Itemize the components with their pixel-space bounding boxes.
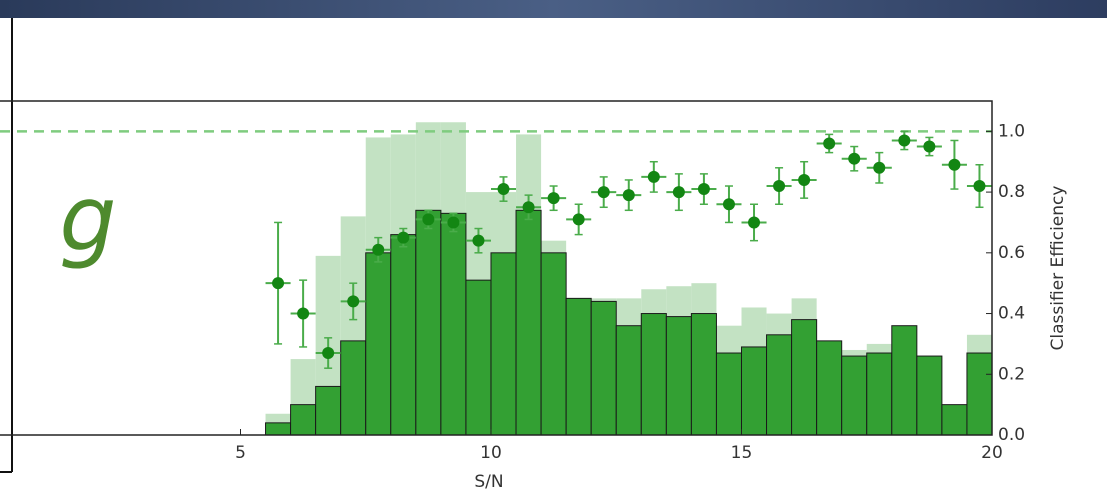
y-tick-label: 0.0 [998, 425, 1025, 445]
histogram-bar [541, 253, 566, 435]
y-tick-label: 0.4 [998, 304, 1025, 324]
x-tick-label: 10 [480, 443, 502, 463]
histogram-bar [741, 347, 766, 435]
histogram-bar [441, 213, 466, 435]
histogram-bar [341, 341, 366, 435]
point [673, 186, 685, 198]
point [272, 277, 284, 289]
histogram-bar [366, 253, 391, 435]
histogram-bar [491, 253, 516, 435]
y-tick-label: 0.8 [998, 182, 1025, 202]
histogram-bar [316, 386, 341, 435]
image-strip [0, 0, 1107, 18]
y-tick-label: 0.2 [998, 364, 1025, 384]
point [723, 198, 735, 210]
histogram-bar [767, 335, 792, 435]
point [347, 295, 359, 307]
histogram-bar [616, 326, 641, 435]
histogram-bar [842, 356, 867, 435]
point [472, 235, 484, 247]
point [873, 162, 885, 174]
point [798, 174, 810, 186]
point [748, 216, 760, 228]
point [548, 192, 560, 204]
histogram-bar [867, 353, 892, 435]
chart: 0.0 0.2 0.4 0.6 0.8 1.0 5 10 15 20 g S/N Classifi… [0, 0, 1107, 493]
point [498, 183, 510, 195]
y-tick-label: 1.0 [998, 121, 1025, 141]
point [297, 308, 309, 320]
point [948, 159, 960, 171]
point [848, 153, 860, 165]
histogram-bar [691, 314, 716, 435]
point [623, 189, 635, 201]
x-tick-label: 15 [731, 443, 753, 463]
point [698, 183, 710, 195]
x-tick-label: 5 [235, 443, 246, 463]
point [823, 138, 835, 150]
histogram-bar [967, 353, 992, 435]
histogram-bar [942, 405, 967, 435]
histogram-bar [291, 405, 316, 435]
y-tick-label: 0.6 [998, 243, 1025, 263]
x-tick-label: 20 [981, 443, 1003, 463]
histogram-bar [641, 314, 666, 435]
x-axis-label: S/N [474, 472, 503, 492]
panel-label: g [59, 167, 116, 272]
point [923, 141, 935, 153]
point [422, 213, 434, 225]
point [322, 347, 334, 359]
point [973, 180, 985, 192]
histogram-bar [716, 353, 741, 435]
point [523, 201, 535, 213]
histogram-bar [917, 356, 942, 435]
histogram-bar [416, 210, 441, 435]
page: 0.0 0.2 0.4 0.6 0.8 1.0 5 10 15 20 g S/N Classifi… [0, 0, 1107, 493]
point [648, 171, 660, 183]
histogram-bar [266, 423, 291, 435]
histogram-bar [817, 341, 842, 435]
point [397, 232, 409, 244]
histogram-bar [466, 280, 491, 435]
point [372, 244, 384, 256]
y-axis-label: Classifier Efficiency [1048, 186, 1068, 351]
histogram-bar [666, 317, 691, 435]
point [898, 134, 910, 146]
histogram-bar [391, 235, 416, 435]
histogram-bar [892, 326, 917, 435]
point [598, 186, 610, 198]
point [773, 180, 785, 192]
histogram-bar [566, 298, 591, 435]
point [447, 216, 459, 228]
histogram-bar [516, 210, 541, 435]
histogram-bar [792, 320, 817, 435]
histogram-bar [591, 301, 616, 435]
point [573, 213, 585, 225]
